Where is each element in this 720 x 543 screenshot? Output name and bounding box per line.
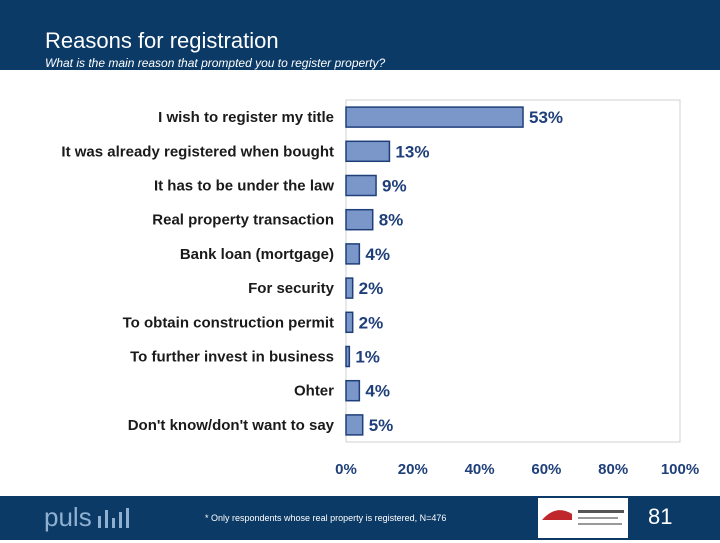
data-label: 53% [529,108,563,127]
bar [345,140,391,163]
data-label: 4% [365,382,390,401]
bar [345,243,361,265]
category-label: To further invest in business [130,349,334,366]
bar [345,345,351,368]
bar-chart: I wish to register my title 53% It was alr… [61,99,699,478]
plot-frame [345,99,681,443]
bar [345,174,377,197]
sponsor-emblem-icon [542,510,624,525]
page-subtitle: What is the main reason that prompted yo… [45,56,386,70]
data-label: 4% [365,245,390,264]
bar [345,311,354,334]
page-title: Reasons for registration [45,28,279,53]
sponsor-logo [538,498,628,538]
x-tick-label: 0% [335,461,357,478]
category-label: For security [248,280,335,297]
category-label: Real property transaction [152,212,334,229]
header-bar: Reasons for registration What is the mai… [0,0,720,70]
data-label: 1% [355,348,380,367]
puls-logo-bars-icon [98,508,129,528]
data-label: 9% [382,177,407,196]
data-label: 8% [379,211,404,230]
x-tick-label: 40% [465,461,495,478]
footer-bar: puls * Only respondents whose real prope… [0,496,720,540]
category-label: I wish to register my title [158,109,334,126]
category-label: Ohter [294,383,334,400]
category-label: To obtain construction permit [123,314,334,331]
bar [345,414,364,436]
x-tick-label: 100% [661,461,699,478]
x-tick-label: 80% [598,461,628,478]
bar [345,277,354,299]
category-label: It was already registered when bought [61,143,334,160]
category-label: Bank loan (mortgage) [180,246,334,263]
page-number: 81 [648,504,673,529]
data-label: 13% [395,142,429,161]
x-tick-label: 20% [398,461,428,478]
data-label: 2% [359,313,384,332]
footnote: * Only respondents whose real property i… [205,513,447,523]
bar [345,106,524,128]
category-label: Don't know/don't want to say [128,417,335,434]
x-tick-label: 60% [531,461,561,478]
category-label: It has to be under the law [154,178,334,195]
data-label: 2% [359,279,384,298]
bar [345,379,361,402]
data-label: 5% [369,416,394,435]
bar [345,208,374,231]
puls-logo: puls [44,502,92,532]
